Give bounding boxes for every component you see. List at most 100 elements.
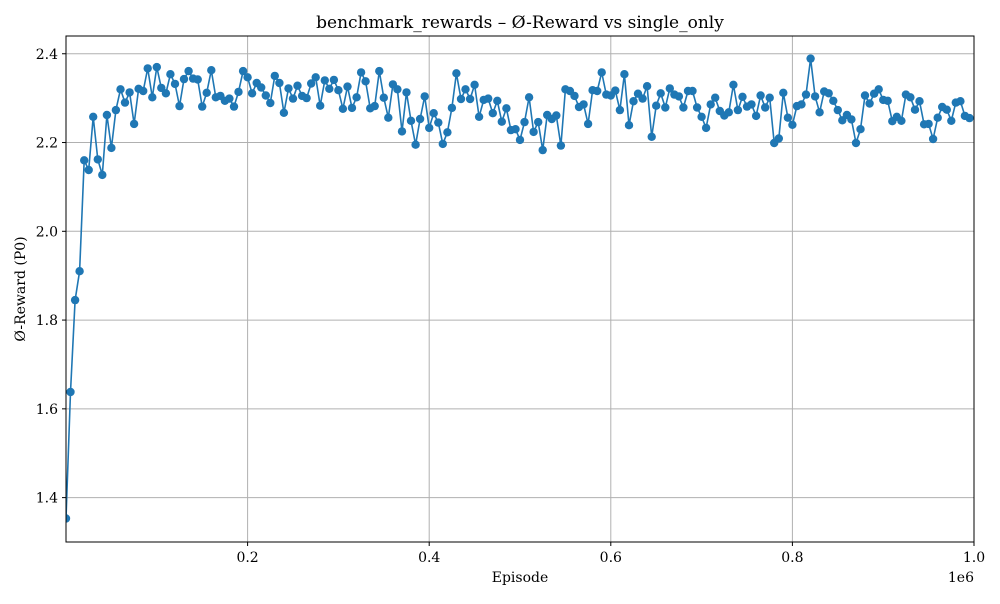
x-tick-label: 1.0 [963,550,985,566]
data-point [411,140,420,149]
data-point [810,92,820,101]
data-point [456,94,466,104]
data-point [111,105,121,115]
data-point [207,66,216,75]
data-point [515,135,525,145]
data-point [170,79,180,89]
data-point [738,92,747,102]
data-point [647,132,656,141]
data-point [765,93,774,102]
y-tick-label: 2.4 [36,47,58,63]
data-point [661,103,670,112]
y-tick-label: 2.2 [36,136,58,152]
data-point [652,101,661,110]
data-point [143,64,152,73]
data-point [593,86,602,96]
data-point [697,112,706,122]
data-point [243,73,252,82]
data-point [897,116,906,126]
data-point [198,102,207,111]
data-point [724,108,733,117]
data-point [711,93,720,102]
data-point [679,103,688,112]
data-point [356,68,366,77]
data-point [801,90,811,99]
data-point [270,71,279,81]
data-point [261,91,270,100]
data-point [865,99,874,108]
data-point [275,78,284,88]
data-point [316,101,325,110]
data-point [148,93,157,102]
data-point [824,89,833,98]
y-tick-label: 1.4 [36,491,58,507]
data-point [465,94,475,104]
data-point [370,101,379,111]
data-point [184,66,193,76]
data-point [883,96,892,106]
data-point [620,70,629,79]
data-point [956,97,965,106]
data-point [583,119,593,129]
data-point [379,93,388,102]
data-point [665,84,674,93]
data-point [529,127,538,137]
data-point [238,66,248,76]
x-tick-label: 0.6 [600,550,622,566]
data-point [915,97,924,106]
data-point [806,54,815,63]
data-point [851,138,861,148]
data-point [234,87,243,97]
data-point [856,125,865,134]
data-point [247,89,257,98]
data-point [420,92,429,101]
data-point [302,93,311,103]
data-point [307,79,316,88]
data-point [402,88,411,97]
data-point [534,117,543,127]
data-point [334,86,343,95]
data-point [375,66,384,76]
data-point [293,81,302,90]
data-point [502,104,511,113]
data-point [611,86,620,95]
data-point [406,116,416,126]
data-point [910,105,920,114]
chart-title: benchmark_rewards – Ø-Reward vs single_o… [316,13,724,33]
axes-ticks: 0.2 0.4 0.6 0.8 1.0 1.4 1.6 1.8 2.0 2.2 2.4 [36,47,985,566]
data-point [928,134,938,144]
data-point [829,96,838,106]
data-point [629,97,638,106]
data-point [556,141,566,150]
data-point [733,105,743,115]
data-point [434,118,443,127]
data-point [552,111,561,120]
data-point [642,82,652,91]
data-point [98,170,107,180]
data-point [860,91,870,100]
data-point [965,113,974,123]
data-point [352,93,361,102]
plot-area [66,54,974,523]
data-point [161,89,171,98]
data-point [774,134,783,143]
data-point [279,108,289,118]
data-point [729,80,738,90]
data-point [229,102,239,111]
x-axis-scale-label: 1e6 [948,570,974,586]
data-point [225,94,234,103]
data-point [447,103,457,113]
data-point [520,117,529,127]
data-point [783,113,793,122]
data-point [384,113,393,122]
data-point [257,83,266,92]
data-point [116,85,125,94]
data-point [656,89,665,98]
data-point [175,101,184,111]
data-point [120,98,130,107]
data-point [570,91,579,101]
data-point [706,100,715,109]
data-point [942,105,951,114]
